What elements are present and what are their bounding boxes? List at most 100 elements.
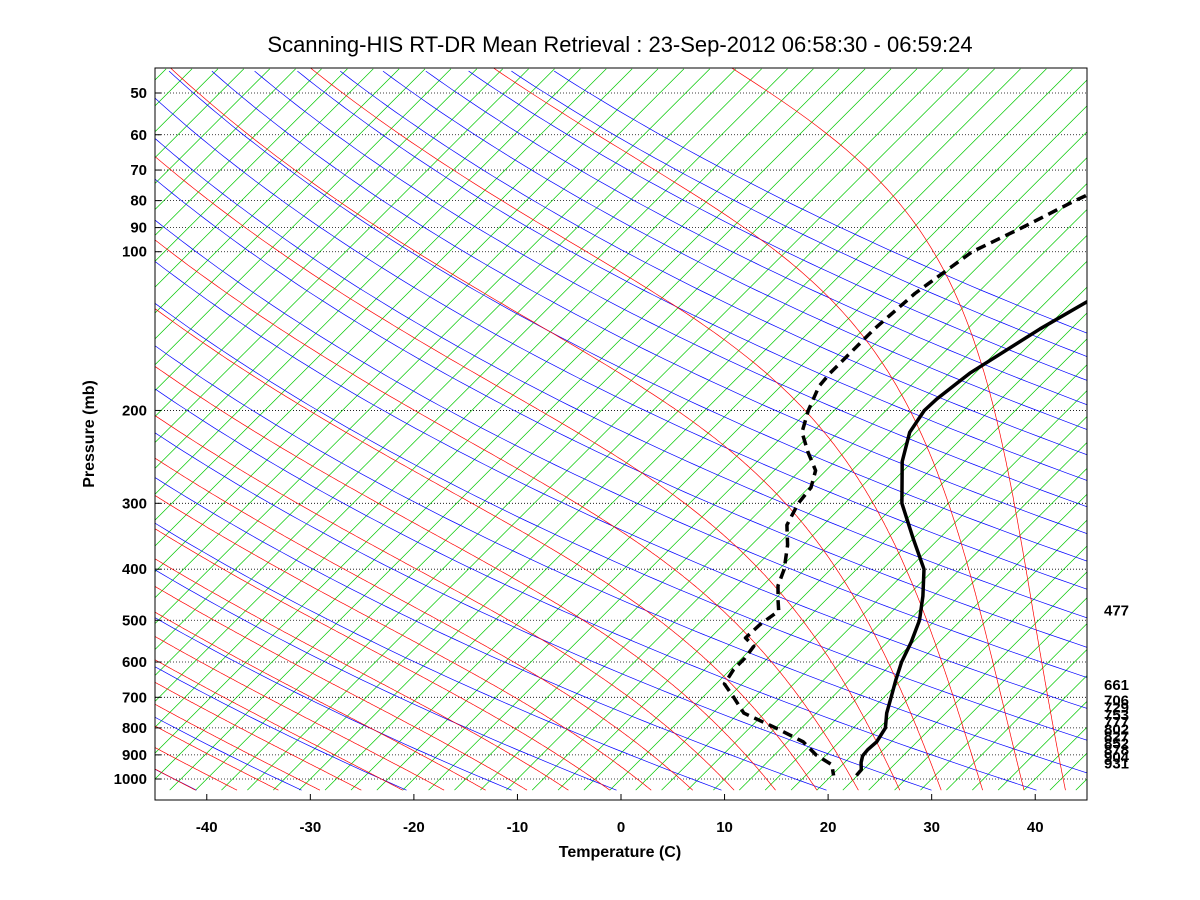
x-tick-label: 20: [820, 819, 837, 836]
isotherm-line: [713, 416, 1087, 791]
moist-adiabat-line: [155, 415, 735, 791]
isotherm-line: [635, 338, 1087, 791]
isotherm-line: [661, 364, 1087, 791]
isotherm-line: [155, 68, 607, 521]
dry-adiabat-line: [168, 70, 1087, 562]
isotherm-line: [155, 68, 736, 651]
y-tick-label: 80: [130, 193, 147, 210]
moist-adiabat-line: [155, 636, 445, 791]
isotherm-line: [557, 260, 1087, 791]
isotherm-line: [155, 68, 659, 573]
moist-adiabat-line: [155, 457, 693, 791]
moist-adiabat-line: [155, 747, 238, 791]
isotherm-line: [155, 68, 840, 754]
dry-adiabat-line: [155, 666, 407, 791]
isotherm-line: [894, 597, 1087, 791]
y-tick-label: 90: [130, 220, 147, 237]
plot-area: [0, 68, 1200, 800]
dry-adiabat-line: [155, 137, 1087, 619]
isotherm-line: [155, 68, 814, 728]
chart-title: Scanning-HIS RT-DR Mean Retrieval : 23-S…: [267, 32, 972, 57]
moist-adiabat-line: [155, 585, 528, 791]
dry-adiabat-line: [155, 388, 1037, 791]
isotherm-line: [155, 68, 374, 288]
dry-adiabat-line: [382, 70, 1087, 430]
y-tick-label: 500: [122, 612, 147, 629]
solid-profile-line: [855, 299, 1087, 777]
isotherm-line: [920, 623, 1087, 791]
isotherm-line: [842, 545, 1087, 791]
isotherm-line: [868, 571, 1087, 791]
isotherm-line: [155, 68, 296, 210]
moist-adiabat-line: [155, 725, 279, 791]
dry-adiabat-line: [425, 70, 1087, 406]
x-axis-label: Temperature (C): [559, 844, 681, 861]
isotherm-line: [155, 68, 478, 392]
dry-adiabat-line: [554, 70, 1087, 334]
isotherm-line: [247, 68, 969, 791]
side-pressure-label: 904: [1104, 749, 1130, 766]
y-tick-label: 1000: [114, 771, 147, 788]
isotherm-line: [155, 68, 529, 443]
side-pressure-label: 931: [1104, 756, 1129, 773]
y-tick-label: 800: [122, 720, 147, 737]
y-tick-label: 600: [122, 654, 147, 671]
isotherm-line: [480, 183, 1087, 791]
isotherm-line: [350, 68, 1073, 791]
sounding-profiles: [722, 193, 1087, 777]
moist-adiabat-line: [155, 681, 362, 791]
isotherm-line: [195, 68, 918, 791]
moist-adiabat-line: [155, 703, 321, 791]
dry-adiabat-line: [511, 70, 1087, 357]
moist-adiabat-line: [155, 558, 569, 791]
isotherm-line: [428, 131, 1087, 791]
side-pressure-label: 852: [1104, 735, 1129, 752]
isotherm-line: [764, 467, 1087, 791]
plot-background: [155, 68, 1087, 800]
x-tick-label: -10: [507, 819, 529, 836]
isotherm-line: [155, 68, 788, 702]
isotherm-line: [298, 68, 1021, 791]
isotherm-line: [739, 441, 1087, 791]
isotherm-line: [376, 79, 1087, 791]
isotherm-line: [155, 68, 452, 366]
side-pressure-label: 706: [1104, 692, 1129, 709]
x-tick-label: 0: [617, 819, 625, 836]
x-tick-label: 30: [923, 819, 940, 836]
dry-adiabat-line: [155, 345, 1087, 774]
dry-adiabat-line: [254, 70, 1087, 508]
isotherm-line: [155, 68, 503, 418]
y-tick-label: 60: [130, 127, 147, 144]
dry-adiabat-line: [155, 522, 722, 791]
moist-adiabat-line: [170, 68, 942, 791]
isotherm-line: [1128, 69, 1200, 790]
moist-adiabat-line: [155, 239, 859, 791]
isotherm-line: [454, 157, 1087, 791]
moist-adiabat-line: [155, 659, 403, 791]
dry-adiabat-line: [468, 70, 1087, 381]
isotherm-line: [155, 68, 555, 469]
moist-adiabat-line: [155, 528, 611, 791]
isotherm-line: [155, 68, 348, 262]
x-tick-label: -40: [196, 819, 218, 836]
side-pressure-label: 753: [1104, 707, 1129, 724]
isotherm-line: [155, 68, 711, 625]
side-pressure-label: 477: [1104, 602, 1129, 619]
y-tick-label: 300: [122, 495, 147, 512]
moist-adiabat-line: [309, 68, 983, 791]
y-axis-label: Pressure (mb): [81, 380, 98, 488]
isotherm-line: [155, 68, 426, 340]
isotherm-line: [583, 286, 1087, 791]
side-pressure-label: 777: [1104, 714, 1129, 731]
isotherm-line: [0, 69, 140, 790]
isotherm-line: [273, 68, 995, 791]
dry-adiabat-line: [0, 71, 91, 790]
y-tick-label: 400: [122, 561, 147, 578]
side-pressure-label: 827: [1104, 729, 1129, 746]
dry-adiabat-line: [155, 617, 512, 791]
dry-adiabat-line: [155, 260, 1087, 709]
dry-adiabat-line: [155, 432, 932, 791]
isotherm-line: [155, 68, 581, 495]
